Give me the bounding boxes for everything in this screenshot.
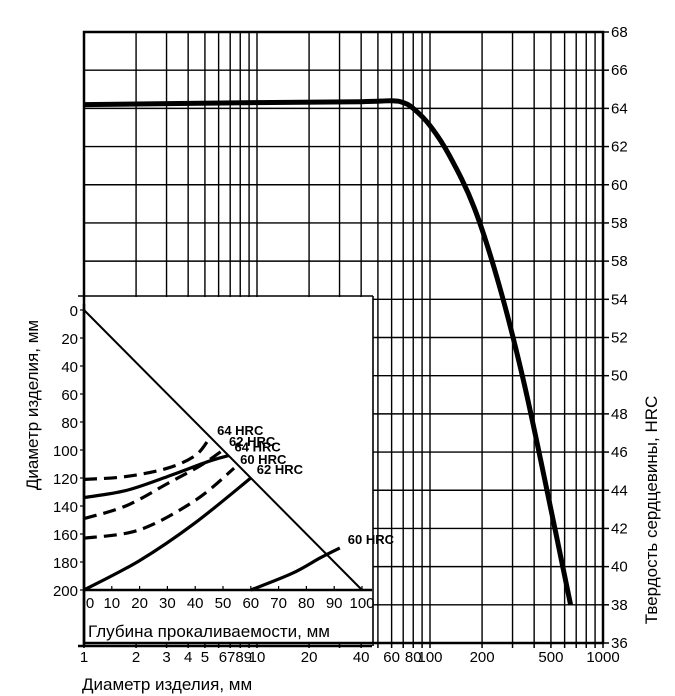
x-tick-label: 5: [201, 649, 209, 666]
inset-y-tick-label: 180: [53, 555, 78, 572]
main-frame: [82, 30, 609, 648]
inset-series-line-62-hrc: [83, 448, 224, 521]
inset-boundary-line: [83, 309, 363, 591]
series-line-core-hardness: [83, 98, 574, 606]
x-tick-label: 60: [383, 649, 400, 666]
inset-y-tick-label: 120: [53, 471, 78, 488]
x-tick-label: 20: [301, 649, 318, 666]
x-tick-label: 500: [538, 649, 563, 666]
inset-y-tick-label: 40: [61, 359, 78, 376]
y-tick-label: 58: [611, 253, 628, 270]
inset-series-line-60-hrc: [83, 466, 236, 540]
inset-x-tick-label: 90: [326, 595, 343, 612]
x-tick-label: 1: [80, 649, 88, 666]
x-tick-label: 10: [249, 649, 266, 666]
x-tick-label: 3: [162, 649, 170, 666]
y-tick-label: 58: [611, 215, 628, 232]
x-tick-label: 6789: [219, 649, 252, 666]
x-tick-label: 80: [405, 649, 422, 666]
x-axis-title: Диаметр изделия, мм: [82, 675, 252, 694]
inset-y-tick-label: 140: [53, 499, 78, 516]
y-tick-label: 36: [611, 635, 628, 652]
series-label: 60 HRC: [240, 452, 287, 467]
inset-series-line-64-hrc: [83, 454, 230, 500]
inset-y-tick-label: 60: [61, 387, 78, 404]
y-tick-label: 68: [611, 24, 628, 41]
y-tick-label: 62: [611, 139, 628, 156]
inset-x-tick-label: 40: [187, 595, 204, 612]
inset-x-tick-label: 20: [131, 595, 148, 612]
y-tick-label: 66: [611, 62, 628, 79]
inset-y-tick-label: 160: [53, 527, 78, 544]
series-label: 60 HRC: [348, 532, 395, 547]
series-label: 62 HRC: [229, 434, 276, 449]
x-tick-label: 40: [353, 649, 370, 666]
y-tick-label: 40: [611, 559, 628, 576]
inset-x-tick-label: 10: [103, 595, 120, 612]
x-tick-label: 100: [417, 649, 442, 666]
inset-x-axis-title: Глубина прокаливаемости, мм: [88, 622, 330, 641]
inset-x-tick-label: 50: [215, 595, 232, 612]
inset-x-tick-label: 100: [349, 595, 374, 612]
y-tick-label: 42: [611, 520, 628, 537]
y-axis-title: Твердость сердцевины, HRC: [642, 396, 661, 625]
inset-series-line-64-hrc: [83, 437, 211, 481]
series-label: 62 HRC: [257, 462, 304, 477]
inset-series-line-62-hrc: [83, 476, 252, 592]
inset-chart: [78, 295, 374, 648]
y-tick-label: 46: [611, 444, 628, 461]
inset-x-tick-label: 70: [270, 595, 287, 612]
inset-y-tick-label: 200: [53, 583, 78, 600]
series-label: 64 HRC: [235, 440, 282, 455]
inset-x-tick-label: 0: [86, 595, 94, 612]
y-tick-label: 48: [611, 406, 628, 423]
inset-series-line-60-hrc: [250, 546, 341, 592]
inset-x-tick-label: 80: [298, 595, 315, 612]
y-tick-label: 50: [611, 368, 628, 385]
inset-y-tick-label: 0: [70, 303, 78, 320]
x-tick-label: 1000: [586, 649, 619, 666]
inset-y-tick-label: 100: [53, 443, 78, 460]
y-tick-label: 38: [611, 597, 628, 614]
y-tick-label: 52: [611, 330, 628, 347]
series-label: 64 HRC: [217, 423, 264, 438]
main-series: [83, 98, 574, 606]
y-tick-label: 60: [611, 177, 628, 194]
y-tick-label: 44: [611, 482, 628, 499]
inset-y-tick-label: 20: [61, 331, 78, 348]
x-tick-label: 4: [184, 649, 192, 666]
inset-x-tick-label: 30: [159, 595, 176, 612]
inset-x-tick-label: 60: [242, 595, 259, 612]
y-tick-label: 64: [611, 100, 628, 117]
inset-y-tick-label: 80: [61, 415, 78, 432]
x-tick-label: 200: [470, 649, 495, 666]
x-tick-label: 2: [132, 649, 140, 666]
inset-y-axis-title: Диаметр изделия, мм: [23, 320, 42, 490]
y-tick-label: 54: [611, 291, 628, 308]
